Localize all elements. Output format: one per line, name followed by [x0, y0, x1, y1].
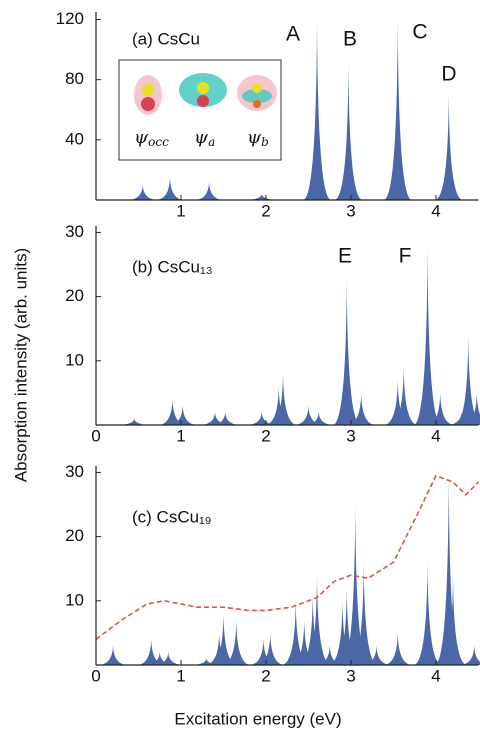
x-tick-label: 4 [431, 201, 440, 220]
x-tick-label: 2 [261, 201, 270, 220]
annotation: A [286, 23, 300, 46]
peak [154, 652, 183, 665]
peak [332, 587, 361, 665]
peak [315, 645, 344, 665]
y-tick-label: 40 [65, 129, 84, 148]
peak [434, 94, 463, 200]
peak [145, 652, 174, 665]
y-tick-label: 80 [65, 69, 84, 88]
peak [304, 412, 333, 425]
peak [341, 504, 370, 665]
peak [439, 575, 467, 665]
x-tick-label: 3 [346, 426, 355, 445]
y-tick-label: 30 [65, 222, 84, 241]
peak [349, 562, 378, 665]
x-tick-label: 0 [91, 426, 100, 445]
y-axis-label: Absorption intensity (arb. units) [11, 248, 30, 482]
peak [426, 392, 455, 425]
x-tick-label: 3 [346, 201, 355, 220]
peak [347, 392, 376, 425]
peak [247, 412, 276, 425]
peak [155, 177, 184, 200]
x-tick-label: 3 [346, 666, 355, 685]
peak [303, 575, 331, 665]
annotation: B [343, 28, 357, 51]
peak [389, 367, 418, 425]
x-tick-label: 0 [91, 666, 100, 685]
x-tick-label: 2 [261, 426, 270, 445]
peak [383, 380, 412, 425]
x-tick-label: 2 [261, 666, 270, 685]
peak [294, 405, 323, 425]
peak [290, 620, 319, 665]
inset-label: ψocc [134, 127, 169, 149]
peak [120, 418, 149, 425]
x-tick-label: 1 [176, 201, 185, 220]
dashed-curve [95, 474, 480, 640]
x-tick-label: 1 [176, 666, 185, 685]
inset-label: ψa [194, 127, 215, 149]
peak [209, 613, 238, 665]
y-tick-label: 20 [65, 286, 84, 305]
peak [328, 600, 357, 665]
x-tick-label: 4 [431, 426, 440, 445]
y-tick-label: 10 [65, 590, 84, 609]
peak [249, 639, 278, 665]
y-tick-label: 120 [56, 9, 84, 28]
inset-label: ψb [247, 127, 269, 149]
panel-title: (c) CsCu₁₉ [132, 507, 212, 526]
peak [383, 18, 412, 200]
panel-title: (b) CsCu₁₃ [132, 257, 213, 276]
peak [256, 632, 285, 665]
peak [298, 594, 327, 665]
peak [383, 632, 412, 665]
peak [362, 645, 391, 665]
inset: ψocc ψa ψb [118, 59, 282, 161]
peak [454, 335, 480, 425]
peak [192, 658, 221, 665]
peak [247, 193, 276, 200]
y-tick-label: 10 [65, 350, 84, 369]
peak [269, 373, 297, 425]
annotation: C [412, 21, 427, 44]
peak [332, 277, 361, 425]
peak [211, 412, 240, 425]
x-tick-label: 4 [431, 666, 440, 685]
peak [413, 245, 442, 425]
peak [460, 645, 480, 665]
peak [334, 61, 363, 200]
peak [462, 392, 480, 425]
panel-title: (a) CsCu [132, 29, 200, 48]
peak [222, 620, 251, 665]
peak [413, 562, 442, 665]
peak [264, 386, 293, 425]
peak [201, 412, 229, 425]
peak [205, 632, 234, 665]
y-tick-label: 30 [65, 462, 84, 481]
annotation: E [338, 245, 352, 268]
peak [168, 405, 197, 425]
annotation: D [441, 63, 456, 86]
peak [303, 18, 331, 200]
peak [99, 645, 127, 665]
peak [137, 639, 166, 665]
peak [195, 181, 224, 200]
x-axis-label: Excitation energy (eV) [174, 709, 341, 728]
x-tick-label: 1 [176, 426, 185, 445]
y-tick-label: 20 [65, 526, 84, 545]
annotation: F [399, 245, 412, 268]
peak [281, 600, 310, 665]
peak [128, 184, 157, 200]
peak [158, 399, 187, 425]
peak [434, 472, 463, 665]
